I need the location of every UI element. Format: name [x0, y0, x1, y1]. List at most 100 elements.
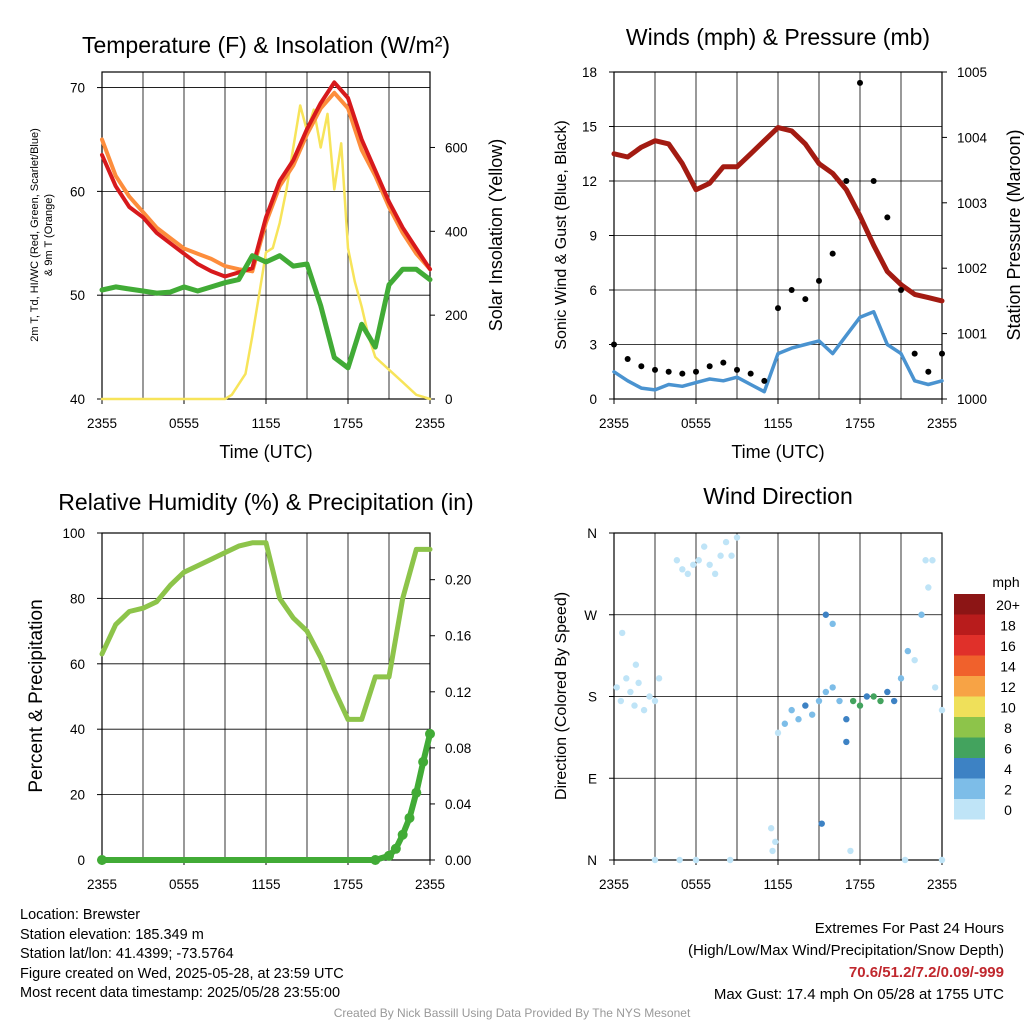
temperature-ytick-label: 50 — [70, 288, 85, 303]
precip-point — [404, 812, 415, 823]
direction-point — [726, 856, 734, 864]
gust-point — [857, 79, 863, 86]
legend-swatch — [954, 635, 985, 656]
winds-ytick-label: 9 — [589, 229, 597, 244]
gust-point — [870, 178, 877, 184]
direction-point — [929, 557, 936, 564]
legend-label: 6 — [1004, 741, 1012, 757]
temperature-xtick-label: 2355 — [87, 416, 117, 431]
gust-point — [638, 363, 645, 370]
created-text: Figure created on Wed, 2025-05-28, at 23… — [20, 965, 344, 982]
direction-point — [818, 820, 825, 827]
precip-yrtick-label: 0.20 — [445, 573, 471, 588]
series-insolation — [100, 104, 432, 401]
temperature-xtick-label: 1755 — [333, 416, 363, 431]
direction-point — [769, 847, 776, 855]
pressure-yrtick-label: 1005 — [957, 65, 987, 80]
insolation-ylabel: Solar Insolation (Yellow) — [486, 139, 506, 331]
winds-xtick-label: 0555 — [681, 416, 711, 431]
direction-point — [692, 856, 700, 864]
gust-point — [734, 366, 740, 373]
legend-swatch — [954, 594, 985, 615]
direction-point — [815, 697, 823, 705]
direction-point — [631, 702, 638, 709]
direction-point — [733, 534, 741, 541]
direction-point — [728, 552, 735, 559]
precip-point — [97, 855, 107, 865]
series-2m-t — [100, 80, 432, 279]
humidity-ytick-label: 60 — [70, 657, 85, 672]
elevation-text: Station elevation: 185.349 m — [20, 926, 204, 943]
humidity-xtick-label: 1155 — [251, 877, 280, 892]
direction-point — [931, 684, 939, 691]
legend-label: 0 — [1004, 802, 1012, 818]
winds-panel: Winds (mph) & Pressure (mb) Time (UTC) S… — [553, 24, 1024, 462]
winds-xtick-label: 1755 — [845, 416, 875, 431]
humidity-ytick-label: 80 — [70, 591, 85, 606]
legend-label: 10 — [1000, 700, 1016, 716]
gust-point — [911, 350, 918, 357]
direction-ytick-label: E — [588, 771, 597, 786]
direction-point — [938, 856, 946, 864]
direction-point — [655, 675, 663, 682]
winds-ytick-label: 12 — [582, 174, 597, 189]
precip-yrtick-label: 0.00 — [445, 853, 471, 868]
gust-point — [939, 350, 945, 357]
direction-point — [651, 697, 659, 705]
winds-xtick-label: 2355 — [599, 416, 629, 431]
gust-point — [720, 359, 727, 366]
direction-panel: Wind Direction Direction (Colored By Spe… — [553, 483, 1020, 892]
pressure-yrtick-label: 1001 — [957, 327, 987, 342]
direction-point — [627, 688, 634, 696]
insolation-yrtick-label: 0 — [445, 392, 453, 407]
pressure-yrtick-label: 1003 — [957, 196, 987, 211]
direction-point — [843, 716, 850, 723]
direction-point — [901, 856, 909, 864]
direction-xtick-label: 0555 — [681, 877, 711, 892]
direction-ytick-label: W — [584, 608, 597, 623]
pressure-ylabel: Station Pressure (Maroon) — [1004, 129, 1024, 340]
temperature-title: Temperature (F) & Insolation (W/m²) — [82, 32, 450, 58]
direction-point — [822, 688, 830, 696]
direction-xtick-label: 1155 — [763, 877, 792, 892]
direction-point — [795, 716, 802, 723]
winds-ytick-label: 0 — [589, 392, 597, 407]
direction-point — [774, 729, 782, 737]
direction-point — [690, 561, 697, 568]
winds-xtick-label: 2355 — [927, 416, 957, 431]
humidity-ytick-label: 40 — [70, 722, 85, 737]
humidity-ytick-label: 100 — [62, 526, 85, 541]
extremes-title: Extremes For Past 24 Hours — [814, 920, 1004, 937]
temperature-ylabel-line1: 2m T, Td, HI/WC (Red, Green, Scarlet/Blu… — [29, 128, 41, 342]
pressure-yrtick-label: 1000 — [957, 392, 987, 407]
precip-point — [411, 787, 422, 798]
direction-point — [673, 557, 681, 564]
gust-point — [665, 368, 672, 375]
location-text: Location: Brewster — [20, 907, 141, 923]
station-info: Location: Brewster Station elevation: 18… — [20, 906, 344, 1004]
precip-yrtick-label: 0.08 — [445, 741, 471, 756]
precip-point — [397, 829, 408, 840]
direction-point — [870, 693, 877, 700]
wind-ylabel: Sonic Wind & Gust (Blue, Black) — [553, 120, 570, 349]
direction-point — [701, 543, 708, 550]
precip-yrtick-label: 0.12 — [445, 685, 471, 700]
credit-text: Created By Nick Bassill Using Data Provi… — [333, 1006, 691, 1020]
gust-point — [816, 277, 822, 284]
direction-xtick-label: 2355 — [599, 877, 629, 892]
legend-label: 14 — [1000, 659, 1016, 675]
direction-point — [781, 720, 789, 727]
gust-point — [802, 296, 809, 303]
gust-point — [611, 341, 617, 348]
direction-point — [808, 711, 816, 718]
max-gust-text: Max Gust: 17.4 mph On 05/28 at 1755 UTC — [713, 986, 1004, 1003]
precip-point — [418, 756, 429, 767]
direction-point — [772, 838, 779, 846]
direction-point — [802, 702, 809, 709]
extremes-subtitle: (High/Low/Max Wind/Precipitation/Snow De… — [688, 942, 1004, 959]
legend-swatch — [954, 655, 985, 676]
direction-point — [619, 629, 626, 637]
direction-point — [684, 570, 691, 578]
precip-point — [425, 728, 435, 739]
